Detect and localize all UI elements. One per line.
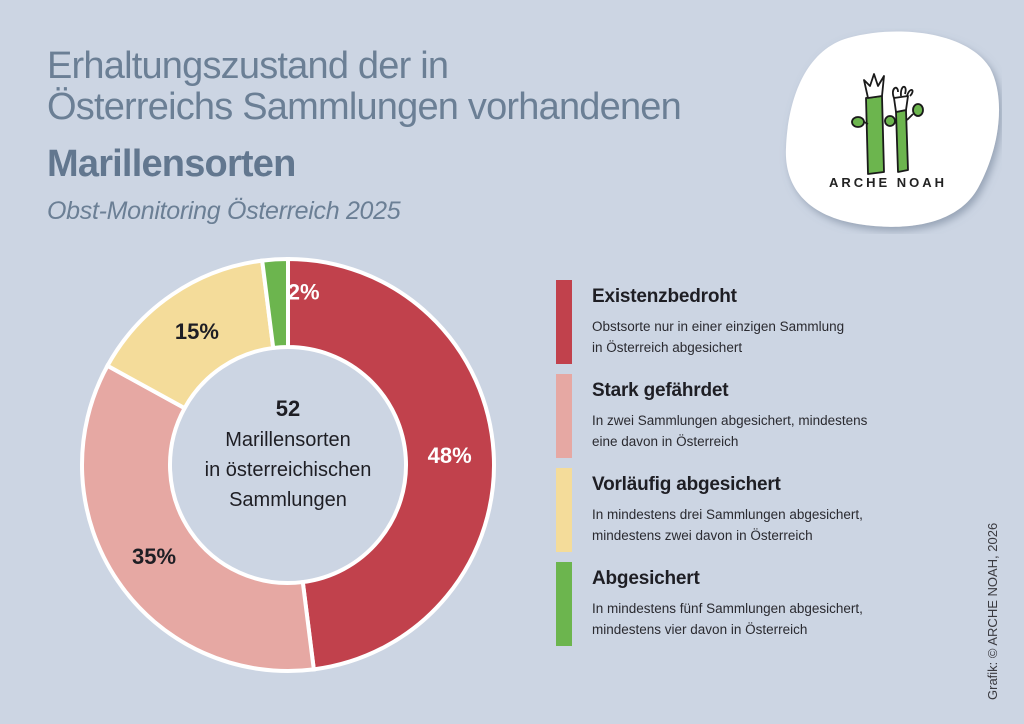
donut-outer-edge: [80, 257, 496, 673]
donut-chart: 48% 35% 15% 2% 52 Marillensorten in österre…: [80, 256, 497, 673]
title-line-2: Österreichs Sammlungen vorhandenen: [47, 86, 682, 128]
legend-title: Abgesichert: [592, 568, 700, 589]
legend-description: In mindestens fünf Sammlungen abgesicher…: [592, 598, 972, 640]
slice-label-stark-gef-hrdet: 35%: [132, 544, 176, 569]
legend-description: In zwei Sammlungen abgesichert, mindeste…: [592, 410, 972, 452]
legend-item-vorlaeufig-abgesichert: Vorläufig abgesichert In mindestens drei…: [556, 468, 976, 562]
legend-title: Vorläufig abgesichert: [592, 474, 781, 495]
logo-text: ARCHE NOAH: [828, 175, 948, 190]
subtitle: Obst-Monitoring Österreich 2025: [47, 197, 401, 225]
legend: Existenzbedroht Obstsorte nur in einer e…: [556, 280, 976, 656]
center-line-2: in österreichischen: [205, 459, 372, 481]
legend-item-existenzbedroht: Existenzbedroht Obstsorte nur in einer e…: [556, 280, 976, 374]
legend-item-stark-gefaehrdet: Stark gefährdet In zwei Sammlungen abges…: [556, 374, 976, 468]
title-bold: Marillensorten: [47, 143, 296, 185]
slice-label-abgesichert: 2%: [288, 280, 320, 305]
legend-color-swatch: [556, 280, 572, 364]
page-title: Erhaltungszustand der in Österreichs Sam…: [47, 45, 682, 128]
legend-desc-line: eine davon in Österreich: [592, 434, 739, 449]
legend-desc-line: mindestens zwei davon in Österreich: [592, 528, 813, 543]
title-line-1: Erhaltungszustand der in: [47, 45, 449, 87]
donut-inner-edge: [168, 345, 408, 585]
logo-background-blob: [785, 31, 1000, 227]
legend-desc-line: In mindestens fünf Sammlungen abgesicher…: [592, 601, 863, 616]
plant-stalks-icon: [851, 73, 924, 175]
legend-title: Existenzbedroht: [592, 286, 737, 307]
legend-desc-line: In zwei Sammlungen abgesichert, mindeste…: [592, 413, 868, 428]
center-number: 52: [276, 396, 300, 421]
legend-color-swatch: [556, 562, 572, 646]
slice-label-existenzbedroht: 48%: [428, 443, 472, 468]
center-line-1: Marillensorten: [225, 429, 351, 451]
legend-color-swatch: [556, 374, 572, 458]
legend-desc-line: in Österreich abgesichert: [592, 340, 743, 355]
legend-desc-line: Obstsorte nur in einer einzigen Sammlung: [592, 319, 845, 334]
center-line-3: Sammlungen: [229, 489, 347, 511]
legend-description: In mindestens drei Sammlungen abgesicher…: [592, 504, 972, 546]
slice-label-vorl-ufig-abgesichert: 15%: [175, 319, 219, 344]
legend-title: Stark gefährdet: [592, 380, 729, 401]
legend-item-abgesichert: Abgesichert In mindestens fünf Sammlunge…: [556, 562, 976, 656]
legend-desc-line: mindestens vier davon in Österreich: [592, 622, 808, 637]
legend-description: Obstsorte nur in einer einzigen Sammlung…: [592, 316, 972, 358]
legend-desc-line: In mindestens drei Sammlungen abgesicher…: [592, 507, 863, 522]
logo: [785, 31, 1000, 227]
credit-text: Grafik: © ARCHE NOAH, 2026: [985, 522, 1000, 700]
legend-color-swatch: [556, 468, 572, 552]
